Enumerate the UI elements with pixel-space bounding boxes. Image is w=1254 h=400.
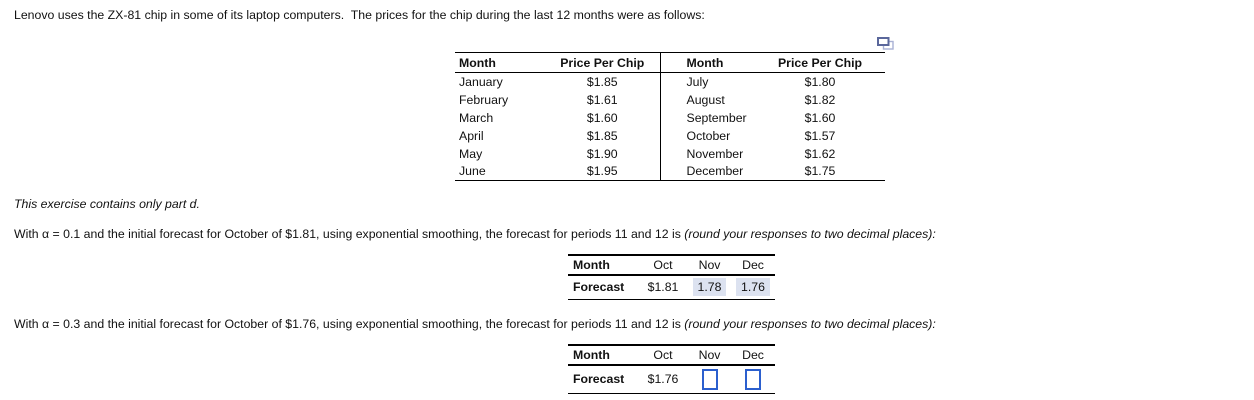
month-cell: February — [459, 92, 509, 107]
dec-forecast-input[interactable] — [745, 368, 761, 390]
table-row: May $1.90 November $1.62 — [455, 144, 885, 163]
month-cell: October — [686, 128, 731, 143]
question-intro: Lenovo uses the ZX-81 chip in some of it… — [14, 8, 705, 22]
exercise-note: This exercise contains only part d. — [14, 197, 200, 211]
price-cell: $1.85 — [545, 126, 661, 145]
price-cell: $1.95 — [545, 162, 661, 181]
popout-copy-icon[interactable] — [877, 37, 895, 51]
price-cell: $1.62 — [804, 146, 836, 161]
month-cell: July — [686, 74, 709, 89]
forecast-value-row: Forecast $1.76 — [568, 365, 775, 394]
answered-value-nov: 1.78 — [692, 278, 727, 297]
col-header-price-2: Price Per Chip — [755, 52, 885, 73]
table-row: January $1.85 July $1.80 — [455, 72, 885, 91]
price-table-header-row: Month Price Per Chip Month Price Per Chi… — [455, 52, 885, 73]
price-cell: $1.75 — [755, 162, 885, 181]
forecast-oct-value: $1.76 — [638, 365, 688, 394]
forecast-col-nov: Nov — [688, 254, 731, 276]
forecast-col-month: Month — [568, 254, 638, 276]
table-row: June $1.95 December $1.75 — [455, 162, 885, 181]
alpha1-rounding-note: (round your responses to two decimal pla… — [684, 227, 936, 241]
month-cell: December — [660, 162, 755, 181]
forecast-header-row: Month Oct Nov Dec — [568, 254, 775, 276]
popout-copy-icon-glyph — [877, 37, 894, 50]
alpha2-paragraph: With α = 0.3 and the initial forecast fo… — [14, 317, 936, 331]
alpha2-text: With α = 0.3 and the initial forecast fo… — [14, 317, 685, 331]
month-cell: August — [686, 92, 725, 107]
month-cell: April — [459, 128, 484, 143]
col-header-price-1: Price Per Chip — [545, 52, 661, 73]
month-cell: June — [455, 162, 545, 181]
forecast-row-label: Forecast — [568, 275, 638, 300]
price-cell: $1.80 — [804, 74, 836, 89]
col-header-month-2: Month — [660, 52, 755, 73]
forecast-oct-value: $1.81 — [638, 275, 688, 300]
table-row: April $1.85 October $1.57 — [455, 126, 885, 145]
forecast-col-nov: Nov — [688, 344, 731, 366]
alpha1-paragraph: With α = 0.1 and the initial forecast fo… — [14, 227, 936, 241]
answered-value-dec: 1.76 — [736, 278, 770, 297]
forecast-nov-cell — [688, 365, 731, 394]
price-cell: $1.61 — [545, 90, 661, 109]
forecast-col-oct: Oct — [638, 254, 688, 276]
table-row: March $1.60 September $1.60 — [455, 108, 885, 127]
price-table: Month Price Per Chip Month Price Per Chi… — [455, 52, 885, 181]
forecast-nov-cell: 1.78 — [688, 275, 731, 300]
forecast-dec-cell — [731, 365, 775, 394]
col-header-month-1: Month — [455, 52, 545, 73]
month-cell: May — [459, 146, 483, 161]
price-cell: $1.85 — [545, 72, 661, 91]
alpha2-rounding-note: (round your responses to two decimal pla… — [684, 317, 936, 331]
forecast-table-alpha1: Month Oct Nov Dec Forecast $1.81 1.78 1.… — [568, 254, 775, 300]
forecast-dec-cell: 1.76 — [731, 275, 775, 300]
price-cell: $1.57 — [804, 128, 836, 143]
forecast-col-month: Month — [568, 344, 638, 366]
forecast-table-alpha2: Month Oct Nov Dec Forecast $1.76 — [568, 344, 775, 394]
price-cell: $1.90 — [545, 144, 661, 163]
price-cell: $1.60 — [804, 110, 836, 125]
forecast-value-row: Forecast $1.81 1.78 1.76 — [568, 275, 775, 300]
alpha1-text: With α = 0.1 and the initial forecast fo… — [14, 227, 685, 241]
month-cell: November — [686, 146, 744, 161]
forecast-col-oct: Oct — [638, 344, 688, 366]
price-cell: $1.82 — [804, 92, 836, 107]
table-row: February $1.61 August $1.82 — [455, 90, 885, 109]
forecast-row-label: Forecast — [568, 365, 638, 394]
month-cell: March — [459, 110, 494, 125]
month-cell: January — [459, 74, 503, 89]
forecast-header-row: Month Oct Nov Dec — [568, 344, 775, 366]
price-cell: $1.60 — [545, 108, 661, 127]
forecast-col-dec: Dec — [731, 344, 775, 366]
month-cell: September — [686, 110, 747, 125]
forecast-col-dec: Dec — [731, 254, 775, 276]
nov-forecast-input[interactable] — [701, 368, 718, 390]
